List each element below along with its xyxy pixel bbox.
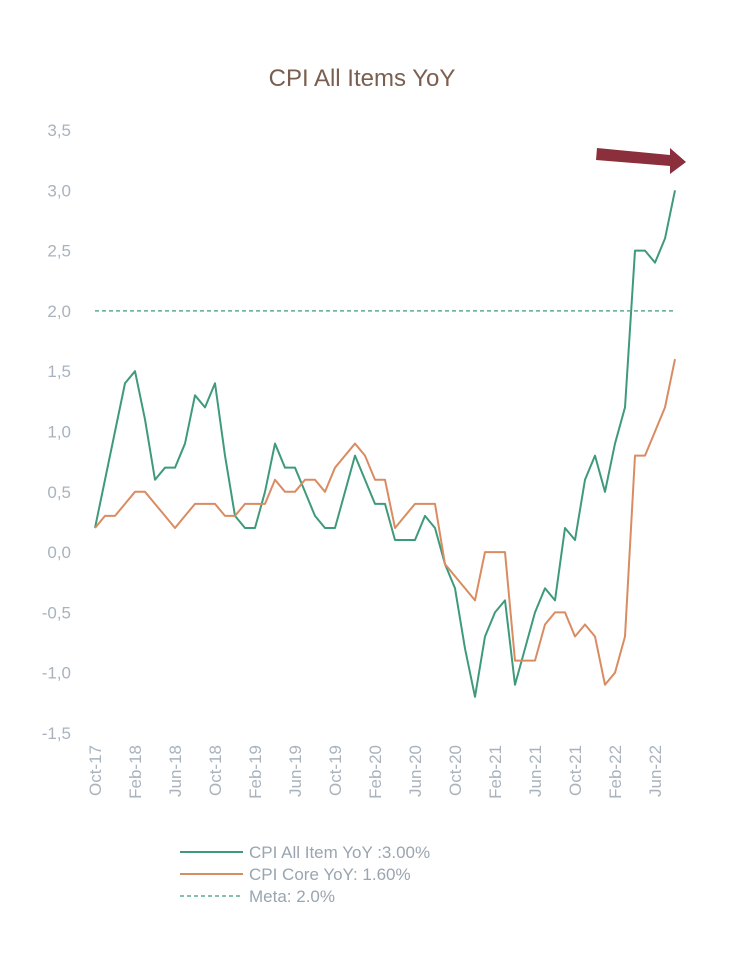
x-tick-label: Feb-21 (486, 745, 505, 799)
y-tick-label: -1,0 (42, 664, 71, 683)
chart-title: CPI All Items YoY (269, 65, 456, 92)
x-tick-label: Oct-18 (206, 745, 225, 796)
x-tick-label: Jun-18 (166, 745, 185, 797)
x-tick-label: Feb-18 (126, 745, 145, 799)
x-tick-label: Jun-19 (286, 745, 305, 797)
cpi-all-items-line (94, 190, 676, 698)
x-tick-label: Jun-22 (646, 745, 665, 797)
legend-label: Meta: 2.0% (249, 887, 335, 906)
x-tick-label: Oct-21 (566, 745, 585, 796)
y-tick-label: 0,5 (47, 483, 71, 502)
y-tick-label: 3,0 (47, 181, 71, 200)
y-tick-label: 2,5 (47, 242, 71, 261)
y-tick-label: 1,0 (47, 423, 71, 442)
y-tick-label: 3,5 (47, 121, 71, 140)
x-tick-label: Feb-20 (366, 745, 385, 799)
trend-arrow-icon (596, 148, 686, 174)
y-tick-label: 1,5 (47, 362, 71, 381)
y-tick-label: -1,5 (42, 724, 71, 743)
x-tick-label: Jun-21 (526, 745, 545, 797)
x-tick-label: Oct-20 (446, 745, 465, 796)
legend-label: CPI Core YoY: 1.60% (249, 865, 411, 884)
y-tick-label: 2,0 (47, 302, 71, 321)
legend-label: CPI All Item YoY :3.00% (249, 843, 430, 862)
x-tick-label: Oct-19 (326, 745, 345, 796)
x-tick-label: Jun-20 (406, 745, 425, 797)
x-tick-label: Feb-19 (246, 745, 265, 799)
x-tick-label: Oct-17 (86, 745, 105, 796)
y-tick-label: -0,5 (42, 603, 71, 622)
cpi-core-line (94, 358, 676, 686)
y-tick-label: 0,0 (47, 543, 71, 562)
x-tick-label: Feb-22 (606, 745, 625, 799)
